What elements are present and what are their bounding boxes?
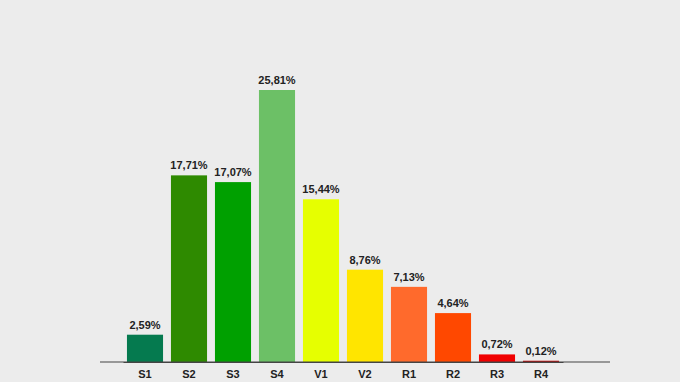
x-tick-label: R4 bbox=[534, 368, 549, 380]
data-label: 0,12% bbox=[525, 345, 556, 357]
data-label: 8,76% bbox=[349, 254, 380, 266]
x-tick: R1 bbox=[402, 362, 416, 380]
bar bbox=[303, 199, 339, 362]
data-labels: 2,59% 17,71% 17,07% 25,81% 15,44% 8,76% 7,13% 4… bbox=[129, 74, 556, 357]
data-label: 7,13% bbox=[393, 271, 424, 283]
x-tick: S2 bbox=[182, 362, 195, 380]
bars bbox=[127, 90, 559, 362]
x-tick-label: V2 bbox=[358, 368, 371, 380]
x-tick: S4 bbox=[270, 362, 284, 380]
x-tick: S3 bbox=[226, 362, 239, 380]
x-tick-label: R2 bbox=[446, 368, 460, 380]
x-tick-label: S1 bbox=[138, 368, 151, 380]
x-tick-label: R3 bbox=[490, 368, 504, 380]
data-label: 0,72% bbox=[481, 338, 512, 350]
bar bbox=[127, 335, 163, 362]
bar bbox=[347, 270, 383, 362]
x-axis: S1 S2 S3 S4 V1 V2 R1 R2 R3 R4 bbox=[124, 362, 564, 380]
x-tick-label: R1 bbox=[402, 368, 416, 380]
bar bbox=[435, 313, 471, 362]
x-tick: V2 bbox=[358, 362, 371, 380]
baseline bbox=[100, 362, 610, 363]
bar bbox=[479, 354, 515, 362]
bar bbox=[171, 175, 207, 362]
data-label: 2,59% bbox=[129, 319, 160, 331]
bar bbox=[215, 182, 251, 362]
data-label: 17,07% bbox=[214, 166, 252, 178]
x-tick: R3 bbox=[490, 362, 504, 380]
x-tick: R4 bbox=[534, 362, 549, 380]
x-tick: R2 bbox=[446, 362, 460, 380]
x-tick-label: S3 bbox=[226, 368, 239, 380]
bar bbox=[391, 287, 427, 362]
x-tick-label: V1 bbox=[314, 368, 327, 380]
x-tick: S1 bbox=[138, 362, 151, 380]
data-label: 4,64% bbox=[437, 297, 468, 309]
x-tick: V1 bbox=[314, 362, 327, 380]
x-tick-label: S4 bbox=[270, 368, 284, 380]
data-label: 25,81% bbox=[258, 74, 296, 86]
data-label: 17,71% bbox=[170, 159, 208, 171]
bar bbox=[259, 90, 295, 362]
data-label: 15,44% bbox=[302, 183, 340, 195]
chart: S1 S2 S3 S4 V1 V2 R1 R2 R3 R4 2,59% 17,71% 17,07% 25,… bbox=[0, 0, 680, 382]
x-axis-line bbox=[124, 362, 564, 363]
x-tick-label: S2 bbox=[182, 368, 195, 380]
